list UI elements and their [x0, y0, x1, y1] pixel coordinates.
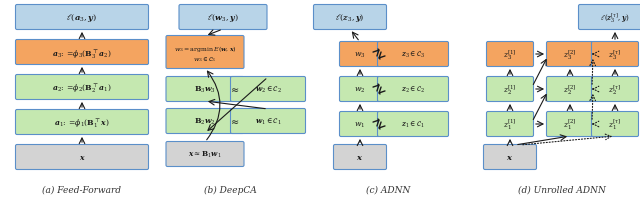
- Text: $\boldsymbol{w}_2 \in \mathcal{C}_2$: $\boldsymbol{w}_2 \in \mathcal{C}_2$: [255, 84, 282, 95]
- FancyBboxPatch shape: [230, 77, 305, 102]
- FancyBboxPatch shape: [378, 42, 449, 67]
- Text: $w_2$: $w_2$: [355, 85, 365, 94]
- Text: $\ell(\boldsymbol{a}_3, \boldsymbol{y})$: $\ell(\boldsymbol{a}_3, \boldsymbol{y})$: [67, 12, 98, 24]
- Text: $w_1$: $w_1$: [355, 120, 365, 129]
- Text: $\boldsymbol{x}$: $\boldsymbol{x}$: [79, 153, 85, 161]
- Text: $w_3 \in \mathcal{C}_3$: $w_3 \in \mathcal{C}_3$: [193, 55, 217, 64]
- FancyBboxPatch shape: [230, 109, 305, 134]
- Text: $z_2^{[\tau]}$: $z_2^{[\tau]}$: [609, 83, 621, 96]
- FancyBboxPatch shape: [486, 77, 534, 102]
- FancyBboxPatch shape: [15, 110, 148, 135]
- Text: $z_1^{[\tau]}$: $z_1^{[\tau]}$: [609, 117, 621, 131]
- Text: (a) Feed-Forward: (a) Feed-Forward: [42, 185, 122, 194]
- FancyBboxPatch shape: [547, 112, 593, 137]
- FancyBboxPatch shape: [15, 75, 148, 100]
- Text: $\mathbf{B}_2\boldsymbol{w}_2$: $\mathbf{B}_2\boldsymbol{w}_2$: [194, 116, 216, 126]
- Text: $z_3^{[2]}$: $z_3^{[2]}$: [563, 48, 577, 61]
- Text: $z_2^{[2]}$: $z_2^{[2]}$: [563, 83, 577, 96]
- FancyBboxPatch shape: [591, 112, 639, 137]
- Text: $\boldsymbol{a}_2 \!:=\! \phi_2(\mathbf{B}_2^\top \boldsymbol{a}_1)$: $\boldsymbol{a}_2 \!:=\! \phi_2(\mathbf{…: [52, 81, 112, 94]
- Text: $\boldsymbol{x} \approx \mathbf{B}_1\boldsymbol{w}_1$: $\boldsymbol{x} \approx \mathbf{B}_1\bol…: [188, 149, 222, 159]
- FancyBboxPatch shape: [486, 42, 534, 67]
- FancyBboxPatch shape: [483, 145, 536, 170]
- FancyBboxPatch shape: [166, 142, 244, 167]
- FancyBboxPatch shape: [166, 36, 244, 69]
- FancyBboxPatch shape: [166, 109, 244, 134]
- Text: $\boldsymbol{z}_1 \in \mathcal{C}_1$: $\boldsymbol{z}_1 \in \mathcal{C}_1$: [401, 119, 425, 129]
- FancyBboxPatch shape: [591, 42, 639, 67]
- FancyBboxPatch shape: [378, 112, 449, 137]
- Text: $w_3 = \mathrm{argmin}\, E(\boldsymbol{w},\boldsymbol{x})$: $w_3 = \mathrm{argmin}\, E(\boldsymbol{w…: [173, 44, 236, 54]
- Text: (d) Unrolled ADNN: (d) Unrolled ADNN: [518, 185, 606, 194]
- Text: $\ell(\boldsymbol{z}_3^{[\tau]}, \boldsymbol{y})$: $\ell(\boldsymbol{z}_3^{[\tau]}, \boldsy…: [600, 11, 630, 24]
- FancyBboxPatch shape: [339, 77, 381, 102]
- Text: $\approx$: $\approx$: [229, 85, 240, 94]
- Text: $\ell(\boldsymbol{z}_3, \boldsymbol{y})$: $\ell(\boldsymbol{z}_3, \boldsymbol{y})$: [335, 12, 365, 24]
- Text: $z_1^{[1]}$: $z_1^{[1]}$: [503, 117, 516, 131]
- Text: $\boldsymbol{a}_3 \!:=\! \phi_3(\mathbf{B}_3^\top \boldsymbol{a}_2)$: $\boldsymbol{a}_3 \!:=\! \phi_3(\mathbf{…: [52, 46, 112, 59]
- Text: $z_1^{[2]}$: $z_1^{[2]}$: [563, 117, 577, 131]
- FancyBboxPatch shape: [333, 145, 387, 170]
- Text: $\boldsymbol{z}_2 \in \mathcal{C}_2$: $\boldsymbol{z}_2 \in \mathcal{C}_2$: [401, 84, 425, 95]
- FancyBboxPatch shape: [314, 5, 387, 30]
- FancyBboxPatch shape: [166, 77, 244, 102]
- Text: $\boldsymbol{a}_1 \!:=\! \phi_1(\mathbf{B}_1^\top \boldsymbol{x})$: $\boldsymbol{a}_1 \!:=\! \phi_1(\mathbf{…: [54, 116, 109, 129]
- Text: $\ell(\boldsymbol{w}_3, \boldsymbol{y})$: $\ell(\boldsymbol{w}_3, \boldsymbol{y})$: [207, 12, 239, 24]
- FancyBboxPatch shape: [15, 5, 148, 30]
- Text: $z_3^{[1]}$: $z_3^{[1]}$: [503, 48, 516, 61]
- FancyBboxPatch shape: [547, 42, 593, 67]
- FancyBboxPatch shape: [179, 5, 267, 30]
- Text: (b) DeepCA: (b) DeepCA: [204, 184, 257, 194]
- Text: $\mathbf{B}_3\boldsymbol{w}_3$: $\mathbf{B}_3\boldsymbol{w}_3$: [194, 84, 216, 95]
- Text: $\boldsymbol{x}$: $\boldsymbol{x}$: [506, 153, 514, 161]
- FancyBboxPatch shape: [591, 77, 639, 102]
- FancyBboxPatch shape: [547, 77, 593, 102]
- FancyBboxPatch shape: [378, 77, 449, 102]
- Text: $z_2^{[1]}$: $z_2^{[1]}$: [503, 83, 516, 96]
- FancyBboxPatch shape: [15, 40, 148, 65]
- FancyBboxPatch shape: [339, 112, 381, 137]
- Text: $\boldsymbol{x}$: $\boldsymbol{x}$: [356, 153, 364, 161]
- FancyBboxPatch shape: [339, 42, 381, 67]
- Text: $w_3$: $w_3$: [354, 50, 366, 59]
- Text: $\boldsymbol{w}_1 \in \mathcal{C}_1$: $\boldsymbol{w}_1 \in \mathcal{C}_1$: [255, 116, 282, 126]
- FancyBboxPatch shape: [579, 5, 640, 30]
- Text: $z_3^{[\tau]}$: $z_3^{[\tau]}$: [609, 48, 621, 61]
- Text: (c) ADNN: (c) ADNN: [366, 185, 410, 194]
- FancyBboxPatch shape: [15, 145, 148, 170]
- Text: $\approx$: $\approx$: [229, 117, 240, 126]
- FancyBboxPatch shape: [486, 112, 534, 137]
- Text: $\boldsymbol{z}_3 \in \mathcal{C}_3$: $\boldsymbol{z}_3 \in \mathcal{C}_3$: [401, 50, 425, 60]
